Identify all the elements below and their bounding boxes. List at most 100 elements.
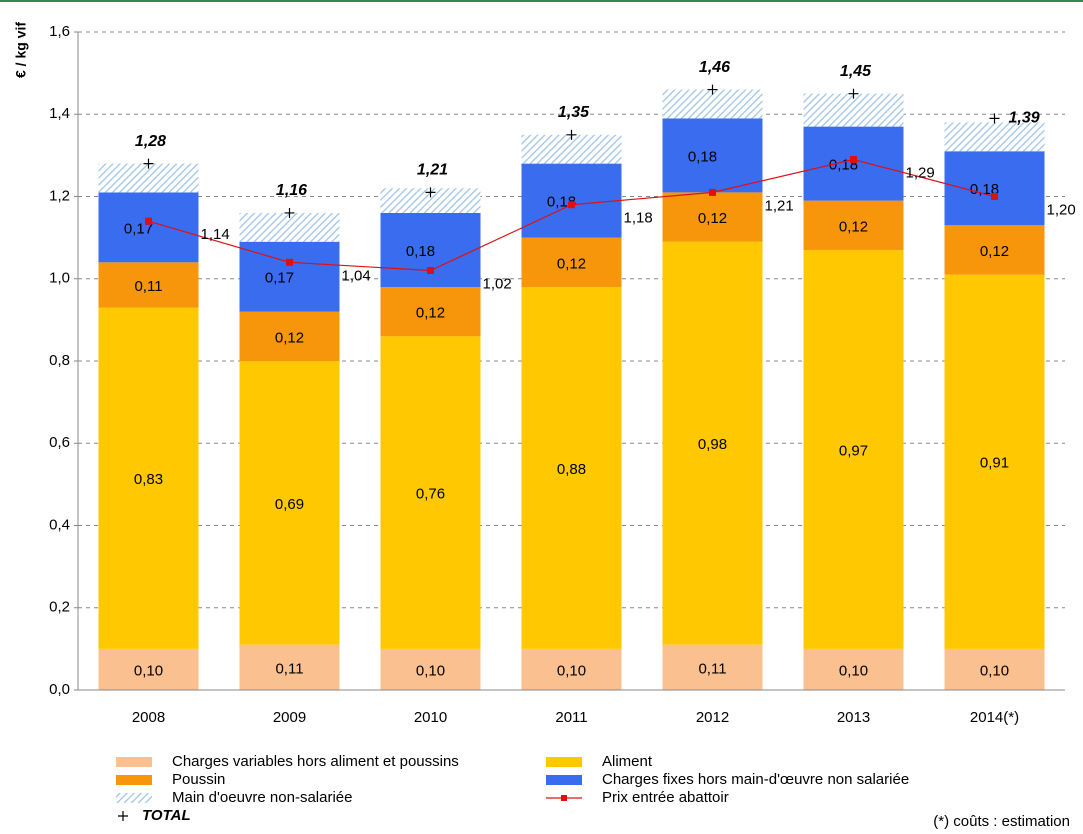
- data-label: 0,88: [557, 461, 586, 478]
- price-marker: [568, 201, 575, 209]
- y-tick-label: 0,8: [49, 352, 70, 369]
- x-tick-label: 2010: [414, 709, 447, 726]
- data-label: 0,91: [980, 455, 1009, 472]
- y-tick-label: 1,6: [49, 23, 70, 40]
- price-marker: [850, 155, 857, 163]
- price-label: 1,29: [906, 164, 935, 181]
- bar-segment: [944, 225, 1045, 275]
- bar-segment: [380, 336, 481, 649]
- bar-segment: [239, 241, 340, 312]
- total-label: 1,45: [840, 63, 872, 80]
- price-label: 1,18: [624, 210, 653, 227]
- legend-swatch: [546, 775, 582, 785]
- price-label: 1,04: [342, 267, 371, 284]
- bar-segment: [98, 192, 199, 263]
- y-tick-label: 1,4: [49, 105, 70, 122]
- y-axis-title: € / kg vif: [13, 22, 29, 78]
- bar-segment: [380, 286, 481, 337]
- price-label: 1,20: [1047, 201, 1076, 218]
- legend-swatch: [116, 757, 152, 767]
- bar-segment: [239, 644, 340, 690]
- price-marker: [145, 217, 152, 225]
- legend-label: Main d'oeuvre non-salariée: [172, 789, 352, 806]
- footnote: (*) coûts : estimation: [933, 813, 1070, 830]
- legend-swatch: [116, 775, 152, 785]
- bar-segment: [521, 648, 622, 690]
- data-label: 0,12: [698, 210, 727, 227]
- bar-segment: [239, 361, 340, 645]
- data-label: 0,11: [134, 278, 162, 295]
- bar-segment: [521, 163, 622, 238]
- x-tick-label: 2009: [273, 709, 306, 726]
- data-label: 0,10: [416, 662, 445, 679]
- data-label: 0,69: [275, 496, 304, 513]
- data-label: 0,11: [698, 660, 726, 677]
- bar-segment: [380, 212, 481, 287]
- legend-swatch: [546, 757, 582, 767]
- data-label: 0,10: [980, 662, 1009, 679]
- total-label: 1,46: [699, 59, 730, 76]
- price-label: 1,14: [201, 226, 230, 243]
- price-marker: [286, 258, 293, 266]
- legend-swatch: [118, 811, 128, 821]
- data-label: 0,12: [275, 329, 304, 346]
- bar-segment: [803, 200, 904, 250]
- y-tick-label: 0,4: [49, 516, 70, 533]
- data-label: 0,98: [698, 436, 727, 453]
- x-tick-label: 2013: [837, 709, 870, 726]
- bar-segment: [98, 307, 199, 649]
- x-tick-label: 2014(*): [970, 709, 1019, 726]
- bar-segment: [239, 311, 340, 361]
- total-label: 1,28: [135, 133, 166, 150]
- data-label: 0,17: [265, 270, 294, 287]
- total-marker: [707, 84, 718, 95]
- legend-label: Poussin: [172, 771, 225, 788]
- y-tick-label: 0,0: [49, 681, 70, 698]
- bar-segment: [803, 249, 904, 649]
- price-marker: [427, 267, 434, 275]
- y-tick-label: 1,0: [49, 270, 70, 287]
- data-label: 0,12: [980, 243, 1009, 260]
- bar-segment: [98, 648, 199, 690]
- legend-label: Aliment: [602, 753, 653, 770]
- legend-label: TOTAL: [142, 807, 191, 824]
- bar-segment: [98, 262, 199, 308]
- total-label: 1,16: [276, 182, 307, 199]
- x-tick-label: 2011: [555, 709, 587, 726]
- legend-label: Prix entrée abattoir: [602, 789, 729, 806]
- x-tick-label: 2012: [696, 709, 729, 726]
- bar-segment: [803, 126, 904, 201]
- bar-segment: [944, 648, 1045, 690]
- total-marker: [989, 113, 1000, 124]
- price-label: 1,21: [765, 197, 794, 214]
- data-label: 0,18: [406, 243, 435, 260]
- total-marker: [848, 88, 859, 99]
- total-marker: [425, 187, 436, 198]
- y-tick-label: 0,2: [49, 599, 70, 616]
- data-label: 0,10: [134, 662, 163, 679]
- bar-segment: [944, 274, 1045, 649]
- data-label: 0,76: [416, 486, 445, 503]
- data-label: 0,18: [688, 148, 717, 165]
- legend-label: Charges fixes hors main-d'œuvre non sala…: [602, 771, 909, 788]
- legend-label: Charges variables hors aliment et poussi…: [172, 753, 459, 770]
- price-marker: [709, 188, 716, 196]
- bar-segment: [944, 122, 1045, 152]
- data-label: 0,10: [557, 662, 586, 679]
- data-label: 0,11: [275, 660, 303, 677]
- bar-segment: [521, 237, 622, 287]
- x-tick-label: 2008: [132, 709, 165, 726]
- y-tick-label: 1,2: [49, 187, 70, 204]
- data-label: 0,12: [557, 255, 586, 272]
- total-marker: [566, 129, 577, 140]
- bar-segment: [662, 118, 763, 193]
- bar-segment: [380, 648, 481, 690]
- data-label: 0,83: [134, 471, 163, 488]
- data-label: 0,12: [839, 218, 868, 235]
- data-label: 0,10: [839, 662, 868, 679]
- total-marker: [284, 207, 295, 218]
- legend-swatch: [561, 795, 567, 801]
- total-label: 1,21: [417, 162, 448, 179]
- price-label: 1,02: [483, 275, 512, 292]
